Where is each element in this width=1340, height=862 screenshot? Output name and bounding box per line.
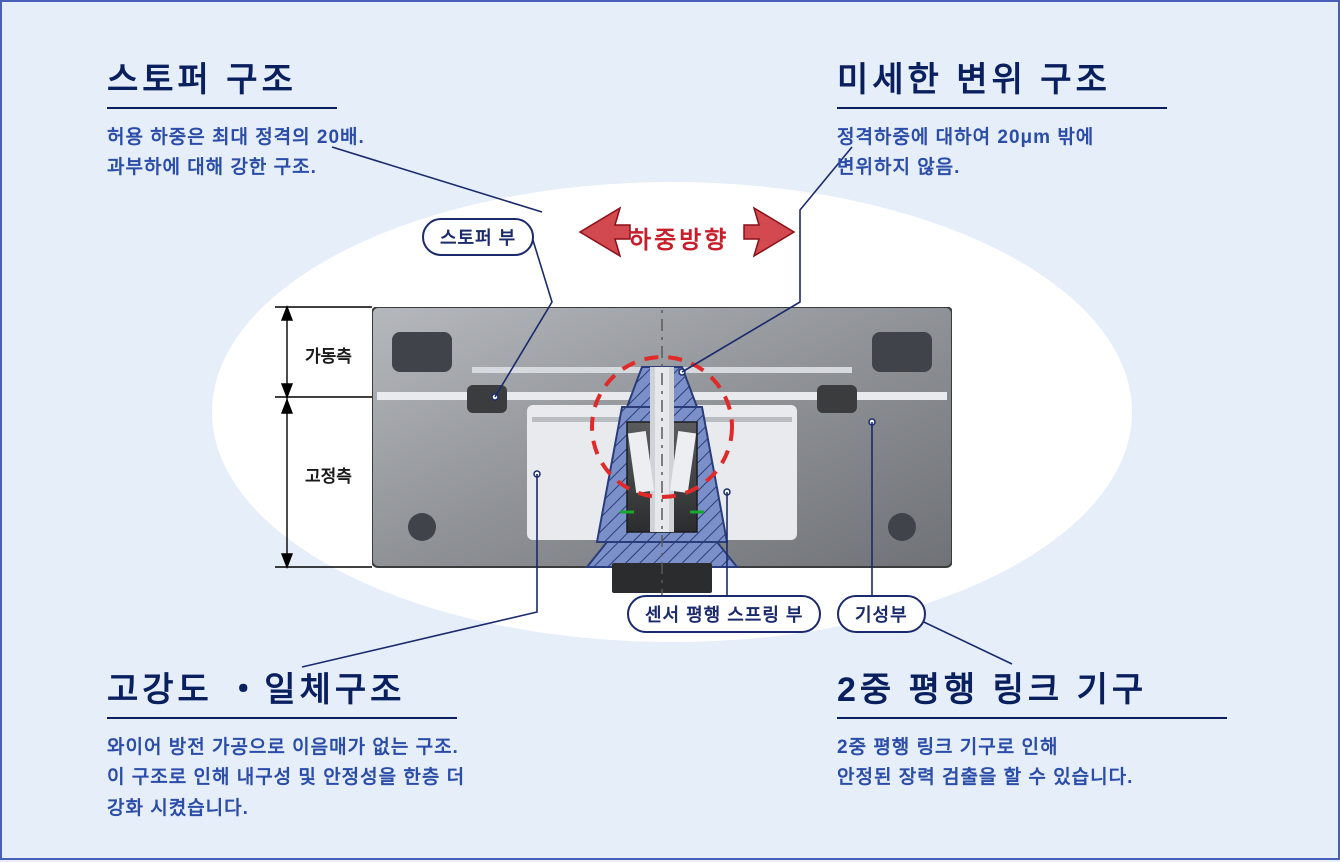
pill-completed-part: 기성부 [837, 595, 926, 633]
section-high-strength-monolithic: 고강도 ・일체구조 와이어 방전 가공으로 이음매가 없는 구조.이 구조로 인… [107, 662, 465, 824]
pill-sensor-label: 센서 평행 스프링 부 [645, 605, 803, 625]
section-micro-displacement: 미세한 변위 구조 정격하중에 대하여 20μm 밖에변위하지 않음. [837, 52, 1167, 184]
device-illustration [372, 307, 952, 607]
section-body: 2중 평행 링크 기구로 인해안정된 장력 검출을 할 수 있습니다. [837, 733, 1227, 794]
section-body: 정격하중에 대하여 20μm 밖에변위하지 않음. [837, 123, 1167, 184]
section-stopper-structure: 스토퍼 구조 허용 하중은 최대 정격의 20배.과부하에 대해 강한 구조. [107, 52, 365, 184]
pill-stopper-part: 스토퍼 부 [422, 218, 534, 256]
section-title: 고강도 ・일체구조 [107, 662, 457, 719]
section-title: 미세한 변위 구조 [837, 52, 1167, 109]
section-title: 스토퍼 구조 [107, 52, 337, 109]
section-double-parallel-link: 2중 평행 링크 기구 2중 평행 링크 기구로 인해안정된 장력 검출을 할 … [837, 662, 1227, 794]
pill-stopper-label: 스토퍼 부 [440, 228, 516, 248]
pill-completed-label: 기성부 [855, 605, 908, 625]
section-body: 허용 하중은 최대 정격의 20배.과부하에 대해 강한 구조. [107, 123, 365, 184]
section-title: 2중 평행 링크 기구 [837, 662, 1227, 719]
dim-label-fixed-side: 고정측 [305, 462, 352, 487]
dim-label-moving-side: 가동측 [305, 342, 352, 367]
load-direction-label: 하중방향 [629, 220, 729, 255]
pill-sensor-spring-part: 센서 평행 스프링 부 [627, 595, 821, 633]
section-body: 와이어 방전 가공으로 이음매가 없는 구조.이 구조로 인해 내구성 및 안정… [107, 733, 465, 824]
